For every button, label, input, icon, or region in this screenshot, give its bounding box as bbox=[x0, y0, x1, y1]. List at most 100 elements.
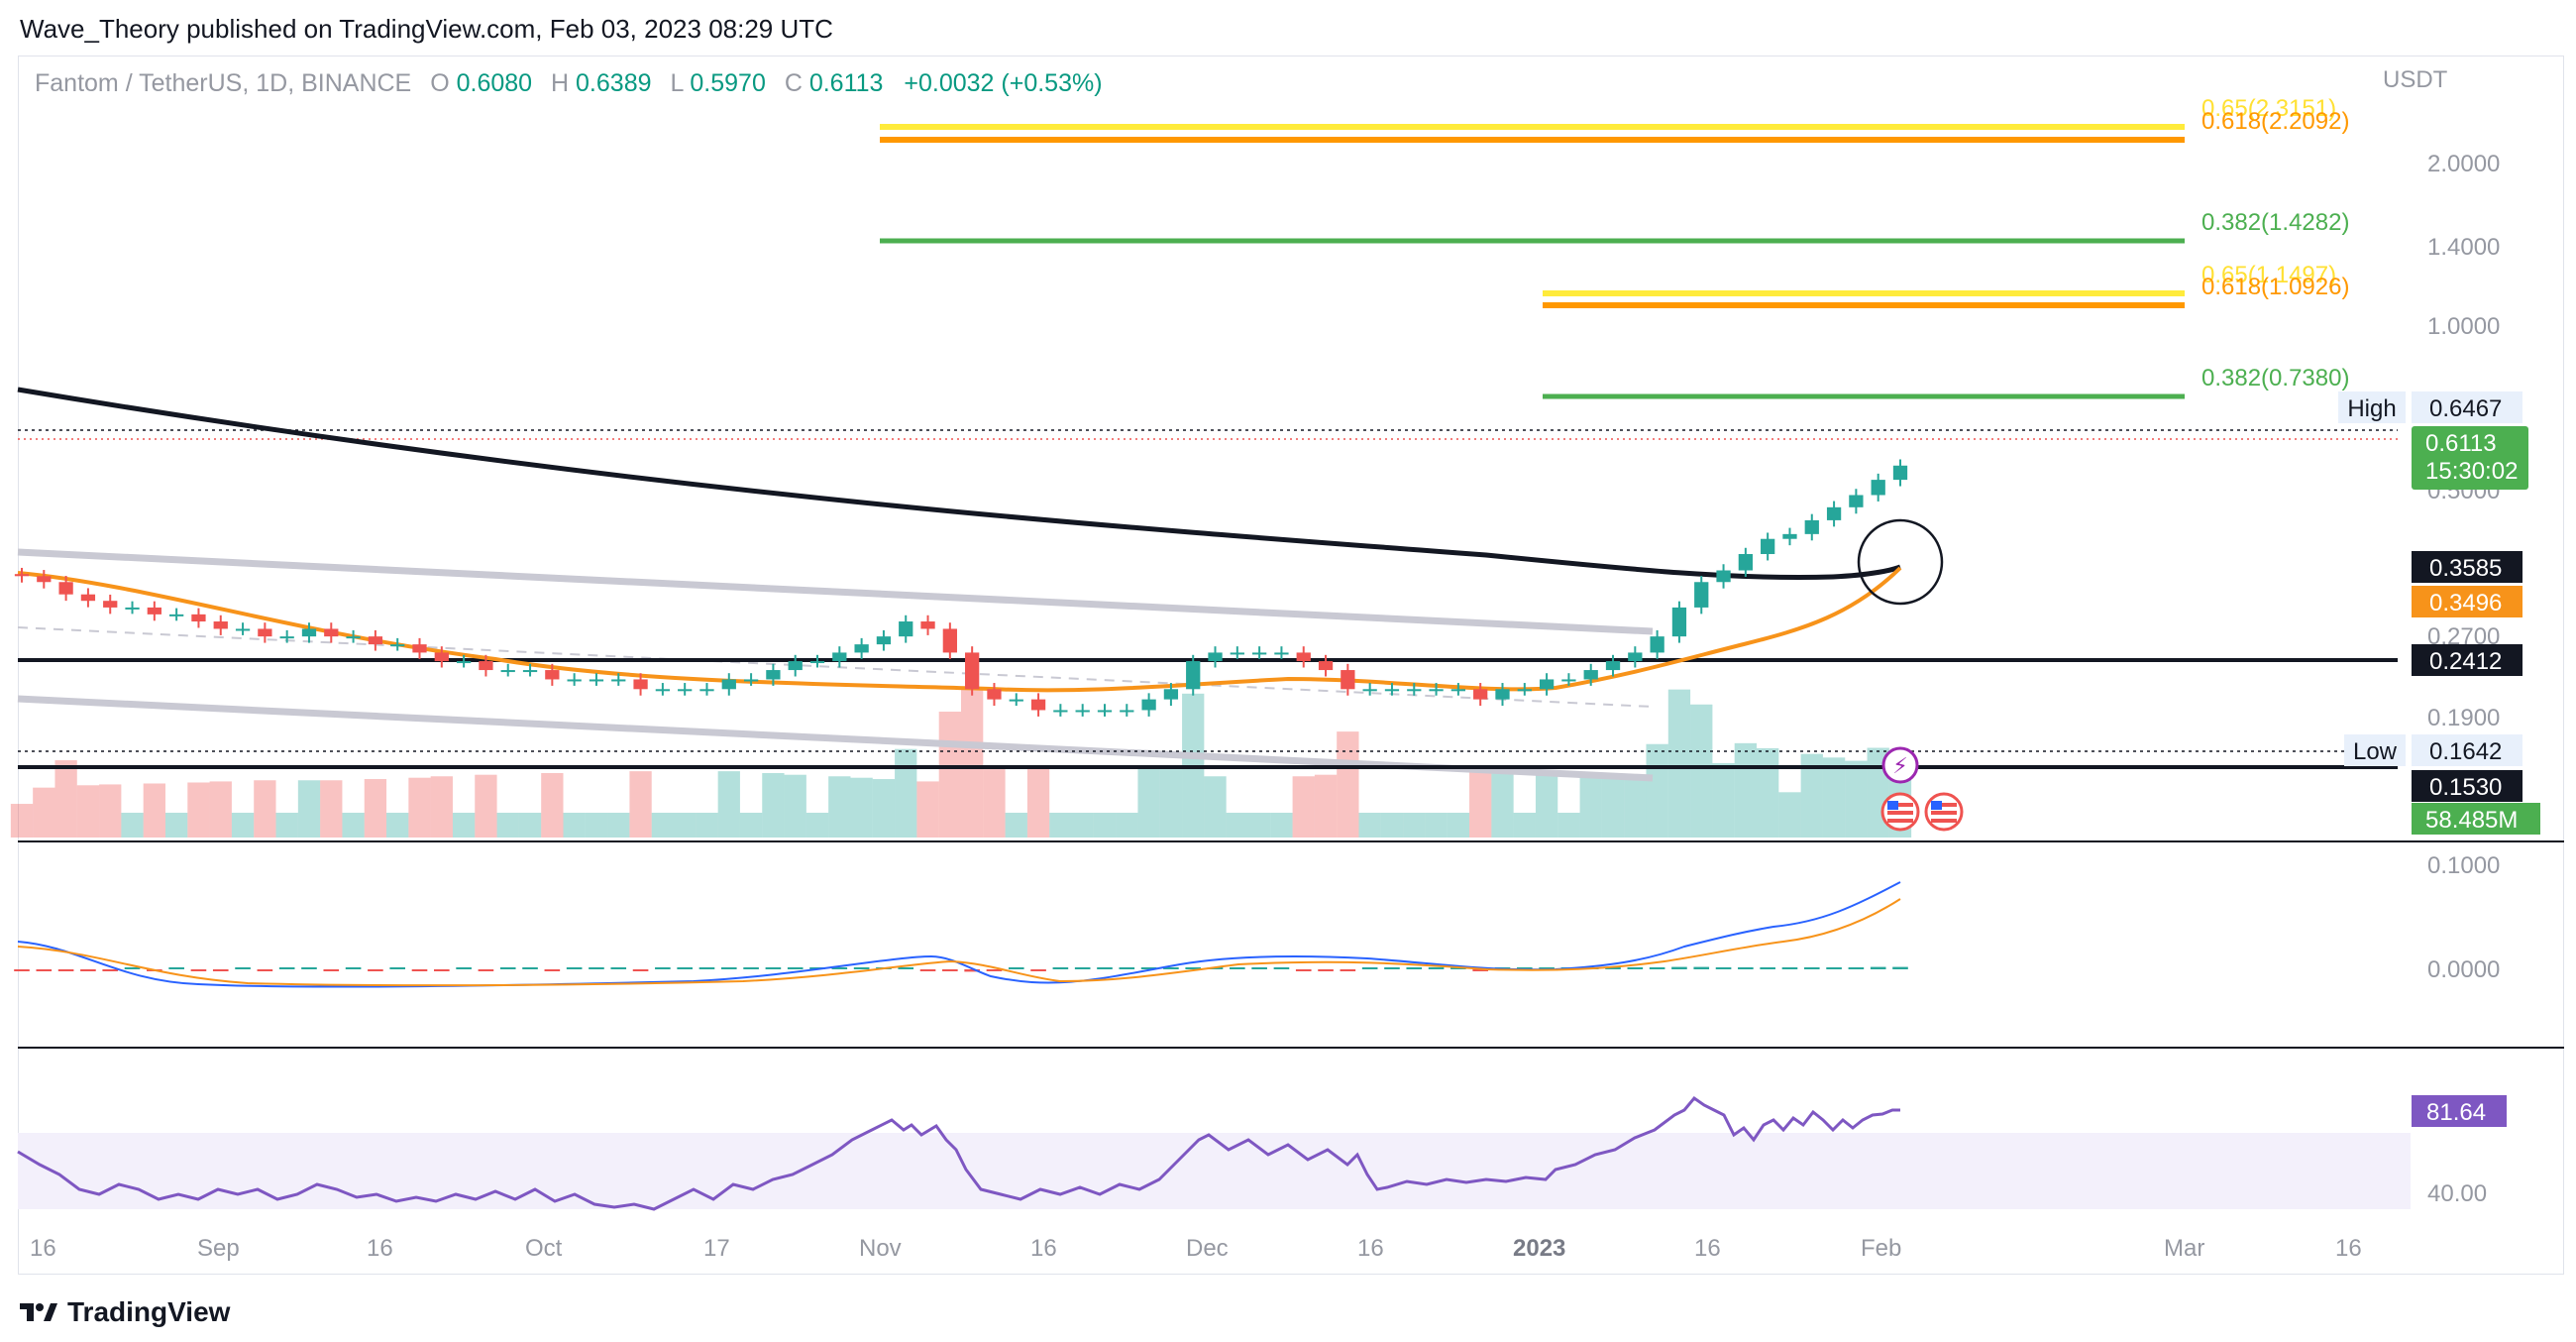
candle[interactable] bbox=[1671, 601, 1687, 643]
candle[interactable] bbox=[1097, 704, 1113, 717]
candle[interactable] bbox=[1650, 629, 1664, 659]
tradingview-logo[interactable]: TradingView bbox=[20, 1296, 230, 1328]
rsi-value-label[interactable]: 81.64 bbox=[2412, 1095, 2507, 1127]
candle[interactable] bbox=[1296, 646, 1311, 668]
candle[interactable] bbox=[103, 594, 118, 615]
candle[interactable] bbox=[14, 567, 30, 583]
candle[interactable] bbox=[1761, 532, 1775, 561]
candle[interactable] bbox=[258, 622, 272, 643]
channel-mid-line[interactable] bbox=[17, 626, 1654, 708]
candle[interactable] bbox=[80, 588, 96, 608]
candle[interactable] bbox=[1341, 663, 1355, 696]
macd-line[interactable] bbox=[17, 881, 1901, 988]
candle[interactable] bbox=[390, 637, 405, 651]
candle[interactable] bbox=[368, 629, 383, 651]
candle[interactable] bbox=[899, 615, 913, 643]
candle[interactable] bbox=[412, 637, 427, 659]
candle[interactable] bbox=[1009, 693, 1023, 707]
candle[interactable] bbox=[1826, 501, 1842, 527]
candle[interactable] bbox=[1407, 683, 1422, 696]
candle[interactable] bbox=[1230, 646, 1244, 659]
volume-price-label[interactable]: 58.485M bbox=[2412, 803, 2540, 835]
candle[interactable] bbox=[942, 622, 957, 659]
candle[interactable] bbox=[987, 683, 1002, 707]
us-flag-event-icon[interactable] bbox=[1880, 792, 1920, 832]
candle[interactable] bbox=[1120, 704, 1134, 717]
candle[interactable] bbox=[147, 601, 161, 621]
candle[interactable] bbox=[633, 673, 648, 696]
support-price-label[interactable]: 0.2412 bbox=[2412, 644, 2522, 676]
candle[interactable] bbox=[1053, 704, 1068, 717]
candle[interactable] bbox=[655, 683, 671, 696]
candle[interactable] bbox=[1362, 683, 1377, 696]
candle[interactable] bbox=[788, 654, 803, 677]
candle[interactable] bbox=[1561, 673, 1576, 686]
candle[interactable] bbox=[1892, 459, 1908, 487]
candle[interactable] bbox=[1473, 683, 1488, 707]
time-axis[interactable]: 16 Sep 16 Oct 17 Nov 16 Dec 16 2023 16 F… bbox=[30, 1235, 2362, 1262]
candle[interactable] bbox=[213, 615, 228, 635]
candle[interactable] bbox=[1583, 663, 1598, 686]
candle[interactable] bbox=[1694, 576, 1709, 615]
low-price-label[interactable]: Low 0.1642 bbox=[2344, 734, 2522, 766]
candle[interactable] bbox=[743, 673, 759, 686]
candle[interactable] bbox=[1429, 683, 1444, 696]
candle[interactable] bbox=[479, 654, 493, 677]
candle[interactable] bbox=[1075, 704, 1090, 717]
candle[interactable] bbox=[235, 622, 251, 635]
candle[interactable] bbox=[1208, 646, 1223, 668]
candle[interactable] bbox=[1738, 547, 1753, 577]
candle[interactable] bbox=[58, 576, 73, 602]
macd-signal-line[interactable] bbox=[17, 898, 1901, 987]
breakout-circle[interactable] bbox=[1857, 518, 1944, 606]
candle[interactable] bbox=[545, 663, 560, 686]
candle[interactable] bbox=[125, 601, 140, 615]
candle[interactable] bbox=[500, 663, 515, 677]
candle[interactable] bbox=[456, 654, 472, 668]
candle[interactable] bbox=[920, 615, 935, 635]
candle[interactable] bbox=[169, 608, 184, 621]
candle[interactable] bbox=[766, 663, 781, 686]
candle[interactable] bbox=[1539, 673, 1555, 696]
flash-event-icon[interactable]: ⚡ bbox=[1881, 746, 1919, 784]
candle[interactable] bbox=[832, 646, 847, 668]
candle[interactable] bbox=[876, 629, 892, 651]
candle[interactable] bbox=[1849, 489, 1864, 514]
candle[interactable] bbox=[1804, 513, 1819, 541]
candle[interactable] bbox=[589, 673, 604, 686]
ma200-price-label[interactable]: 0.3585 bbox=[2412, 551, 2522, 583]
candle[interactable] bbox=[965, 646, 980, 696]
candle[interactable] bbox=[1605, 654, 1621, 677]
candle[interactable] bbox=[1251, 646, 1267, 659]
candle[interactable] bbox=[1186, 654, 1201, 696]
rsi-line[interactable] bbox=[17, 1095, 1900, 1211]
candle[interactable] bbox=[434, 646, 449, 668]
close-price-label[interactable]: 0.6113 15:30:02 bbox=[2412, 426, 2528, 490]
candle[interactable] bbox=[611, 673, 626, 686]
support-low-price-label[interactable]: 0.1530 bbox=[2412, 770, 2522, 802]
candle[interactable] bbox=[809, 654, 825, 668]
candle[interactable] bbox=[1782, 527, 1797, 546]
candle[interactable] bbox=[1030, 693, 1046, 717]
high-price-label[interactable]: High 0.6467 bbox=[2338, 391, 2522, 423]
candle[interactable] bbox=[1384, 683, 1400, 696]
candle[interactable] bbox=[854, 637, 869, 659]
candle[interactable] bbox=[1716, 564, 1731, 589]
candle[interactable] bbox=[1318, 654, 1334, 677]
candle-layer[interactable] bbox=[14, 459, 1908, 717]
us-flag-event-icon-2[interactable] bbox=[1924, 792, 1964, 832]
candle[interactable] bbox=[324, 622, 339, 643]
candle[interactable] bbox=[191, 608, 206, 628]
candle[interactable] bbox=[1274, 646, 1289, 659]
chart-canvas[interactable]: Fantom / TetherUS, 1D, BINANCE O 0.6080 … bbox=[0, 0, 2576, 1288]
candle[interactable] bbox=[567, 673, 582, 686]
candle[interactable] bbox=[37, 570, 52, 589]
channel-lower-line[interactable] bbox=[17, 695, 1654, 782]
candle[interactable] bbox=[1141, 693, 1156, 717]
candle[interactable] bbox=[721, 673, 736, 696]
channel-upper-line[interactable] bbox=[17, 548, 1654, 635]
candle[interactable] bbox=[1628, 646, 1643, 668]
candle[interactable] bbox=[346, 629, 361, 643]
candle[interactable] bbox=[1450, 683, 1466, 696]
candle[interactable] bbox=[1163, 683, 1179, 707]
